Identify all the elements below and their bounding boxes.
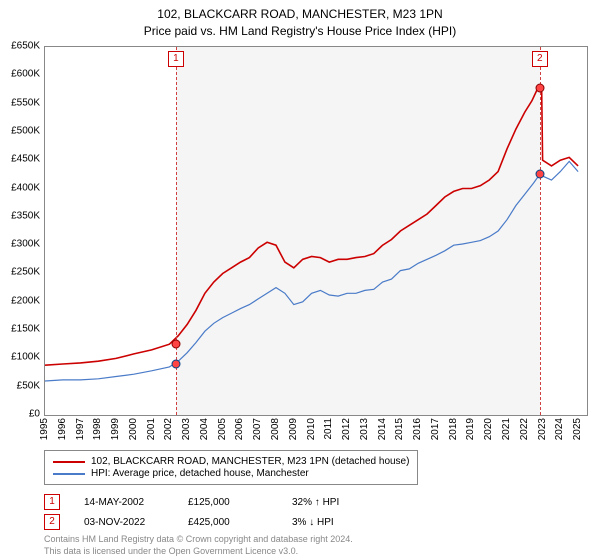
sale-price: £425,000: [188, 517, 268, 528]
x-tick-label: 2008: [270, 418, 281, 440]
sale-delta: 32% ↑ HPI: [292, 497, 372, 508]
y-tick-label: £350K: [0, 210, 40, 221]
x-tick-label: 1998: [92, 418, 103, 440]
legend-label: 102, BLACKCARR ROAD, MANCHESTER, M23 1PN…: [91, 456, 409, 467]
legend-swatch: [53, 461, 85, 463]
x-tick-label: 2004: [199, 418, 210, 440]
marker-badge: 2: [44, 514, 60, 530]
legend-swatch: [53, 473, 85, 475]
sale-row: 2 03-NOV-2022 £425,000 3% ↓ HPI: [44, 514, 372, 530]
x-tick-label: 2006: [234, 418, 245, 440]
x-tick-label: 2013: [359, 418, 370, 440]
sale-delta: 3% ↓ HPI: [292, 517, 372, 528]
marker-badge: 1: [44, 494, 60, 510]
y-tick-label: £550K: [0, 97, 40, 108]
y-tick-label: £100K: [0, 352, 40, 363]
legend-row: HPI: Average price, detached house, Manc…: [53, 468, 409, 479]
title-line-2: Price paid vs. HM Land Registry's House …: [0, 23, 600, 40]
footer: Contains HM Land Registry data © Crown c…: [44, 534, 353, 557]
legend-label: HPI: Average price, detached house, Manc…: [91, 468, 309, 479]
x-tick-label: 2019: [465, 418, 476, 440]
x-tick-label: 2018: [448, 418, 459, 440]
x-tick-label: 2009: [288, 418, 299, 440]
x-tick-label: 2023: [537, 418, 548, 440]
x-tick-label: 2022: [519, 418, 530, 440]
title-block: 102, BLACKCARR ROAD, MANCHESTER, M23 1PN…: [0, 0, 600, 40]
y-tick-label: £450K: [0, 154, 40, 165]
legend-row: 102, BLACKCARR ROAD, MANCHESTER, M23 1PN…: [53, 456, 409, 467]
x-tick-label: 2007: [252, 418, 263, 440]
y-tick-label: £50K: [0, 380, 40, 391]
x-tick-label: 2015: [394, 418, 405, 440]
x-tick-label: 2021: [501, 418, 512, 440]
y-tick-label: £250K: [0, 267, 40, 278]
title-line-1: 102, BLACKCARR ROAD, MANCHESTER, M23 1PN: [0, 6, 600, 23]
y-tick-label: £200K: [0, 295, 40, 306]
line-svg: [45, 47, 587, 415]
x-tick-label: 2010: [306, 418, 317, 440]
x-tick-label: 2024: [554, 418, 565, 440]
plot-area: 12: [44, 46, 588, 416]
x-tick-label: 1996: [57, 418, 68, 440]
x-tick-label: 2002: [163, 418, 174, 440]
y-tick-label: £400K: [0, 182, 40, 193]
x-tick-label: 2011: [323, 418, 334, 440]
sale-date: 03-NOV-2022: [84, 517, 164, 528]
y-tick-label: £600K: [0, 69, 40, 80]
x-tick-label: 2005: [217, 418, 228, 440]
x-tick-label: 1997: [75, 418, 86, 440]
x-tick-label: 2025: [572, 418, 583, 440]
x-tick-label: 2017: [430, 418, 441, 440]
marker-badge: 2: [532, 51, 548, 67]
x-tick-label: 2001: [146, 418, 157, 440]
x-tick-label: 2003: [181, 418, 192, 440]
sale-date: 14-MAY-2002: [84, 497, 164, 508]
y-tick-label: £650K: [0, 41, 40, 52]
marker-badge: 1: [168, 51, 184, 67]
legend: 102, BLACKCARR ROAD, MANCHESTER, M23 1PN…: [44, 450, 418, 485]
sale-row: 1 14-MAY-2002 £125,000 32% ↑ HPI: [44, 494, 372, 510]
x-tick-label: 2012: [341, 418, 352, 440]
x-tick-label: 2000: [128, 418, 139, 440]
y-tick-label: £300K: [0, 239, 40, 250]
x-tick-label: 2020: [483, 418, 494, 440]
chart-container: 102, BLACKCARR ROAD, MANCHESTER, M23 1PN…: [0, 0, 600, 560]
x-tick-label: 1999: [110, 418, 121, 440]
y-tick-label: £0: [0, 409, 40, 420]
x-tick-label: 2016: [412, 418, 423, 440]
x-tick-label: 1995: [39, 418, 50, 440]
sale-price: £125,000: [188, 497, 268, 508]
footer-line: Contains HM Land Registry data © Crown c…: [44, 534, 353, 546]
y-tick-label: £150K: [0, 324, 40, 335]
footer-line: This data is licensed under the Open Gov…: [44, 546, 353, 558]
x-tick-label: 2014: [377, 418, 388, 440]
y-tick-label: £500K: [0, 125, 40, 136]
